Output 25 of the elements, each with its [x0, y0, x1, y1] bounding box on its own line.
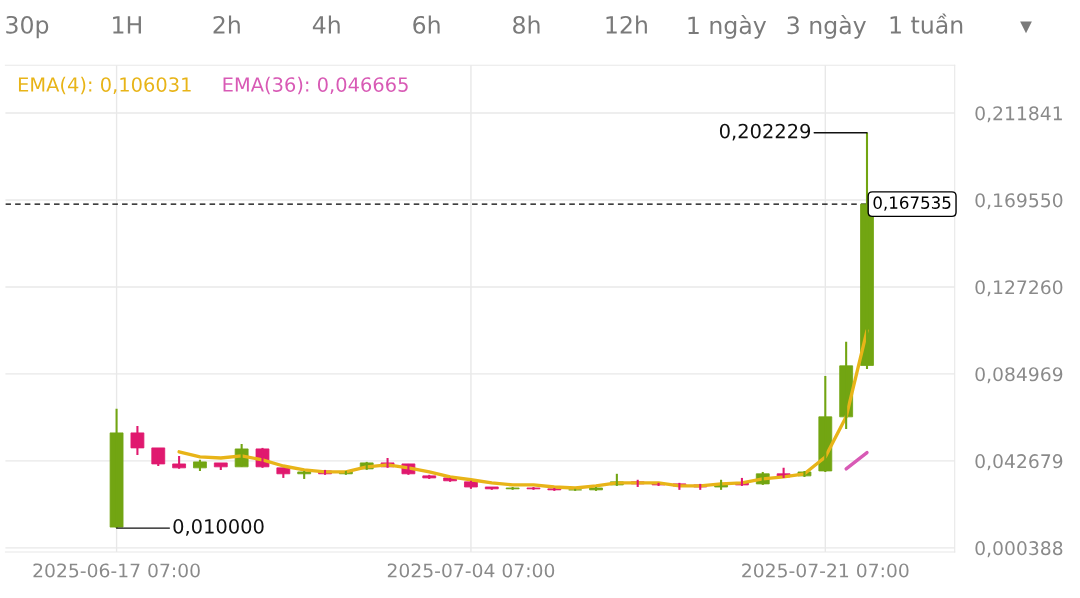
- text: 2h: [213, 15, 240, 34]
- ref-line-label: 0,167535: [873, 196, 951, 211]
- x-tick-label: 2025-07-21 07:00: [742, 563, 909, 578]
- text: EMA(36): 0,046665: [223, 76, 408, 95]
- y-tick-label: 0,211841: [975, 106, 1062, 123]
- y-tick-label: 0,127260: [975, 280, 1063, 297]
- text: 6h: [413, 15, 440, 34]
- y-tick-label: 0,169550: [975, 193, 1063, 210]
- text: 8h: [513, 15, 540, 34]
- annotation: 0,202229: [719, 123, 811, 141]
- text: 1H: [113, 16, 141, 34]
- text: 1 tuần: [890, 13, 963, 34]
- text: 30p: [6, 15, 49, 39]
- y-tick-label: 0,042679: [975, 454, 1063, 471]
- text: 12h: [606, 15, 647, 34]
- text: 3 ngày: [787, 15, 866, 39]
- text: 1 ngày: [688, 15, 767, 39]
- x-tick-label: 2025-07-04 07:00: [387, 563, 555, 578]
- y-tick-label: 0,000388: [975, 541, 1063, 558]
- text: ▾: [1020, 21, 1032, 34]
- text: EMA(4): 0,106031: [18, 76, 191, 95]
- annotation: 0,010000: [173, 519, 264, 536]
- text: 4h: [312, 15, 340, 34]
- y-tick-label: 0,084969: [975, 367, 1063, 384]
- x-tick-label: 2025-06-17 07:00: [33, 563, 200, 578]
